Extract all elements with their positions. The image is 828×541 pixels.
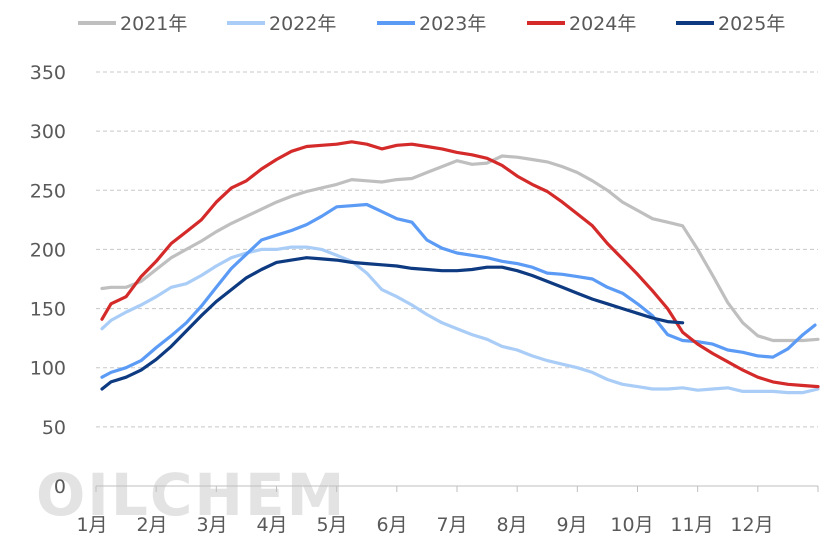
x-tick-label: 2月 [136, 514, 167, 536]
series-line-2023年 [100, 202, 817, 379]
legend-label: 2025年 [718, 13, 785, 35]
legend: 2021年 2022年 2023年 2024年 2025年 [78, 13, 785, 35]
x-tick-label: 10月 [610, 514, 653, 536]
watermark: OILCHEM [36, 461, 346, 529]
y-tick-label: 350 [30, 62, 66, 84]
legend-label: 2022年 [269, 13, 336, 35]
x-tick-label: 8月 [496, 514, 527, 536]
series-line-2022年 [100, 245, 820, 395]
x-tick-label: 6月 [376, 514, 407, 536]
series-line-2024年 [100, 140, 820, 389]
y-tick-label: 150 [30, 299, 66, 321]
x-tick-label: 5月 [316, 514, 347, 536]
gridlines [96, 71, 818, 428]
x-tick-label: 11月 [670, 514, 713, 536]
y-tick-label: 0 [54, 476, 66, 498]
watermark-text: OILCHEM [36, 461, 346, 529]
x-tick-label: 1月 [76, 514, 107, 536]
x-tick-label: 7月 [436, 514, 467, 536]
x-tick-label: 3月 [196, 514, 227, 536]
axes: 0 50 100 150 200 250 300 350 1月 2月 3月 4月 5月 6月 7月 8月 9月 1… [30, 62, 819, 536]
legend-label: 2023年 [419, 13, 486, 35]
y-tick-label: 50 [42, 417, 66, 439]
y-tick-label: 300 [30, 121, 66, 143]
y-tick-label: 250 [30, 180, 66, 202]
series-lines [100, 140, 820, 395]
x-tick-label: 9月 [556, 514, 587, 536]
x-tick-label: 4月 [256, 514, 287, 536]
legend-label: 2024年 [569, 13, 636, 35]
series-line-2025年 [100, 256, 685, 391]
x-tick-label: 12月 [730, 514, 773, 536]
y-tick-label: 100 [30, 358, 66, 380]
series-line-2021年 [100, 154, 820, 343]
y-tick-label: 200 [30, 239, 66, 261]
legend-label: 2021年 [120, 13, 187, 35]
